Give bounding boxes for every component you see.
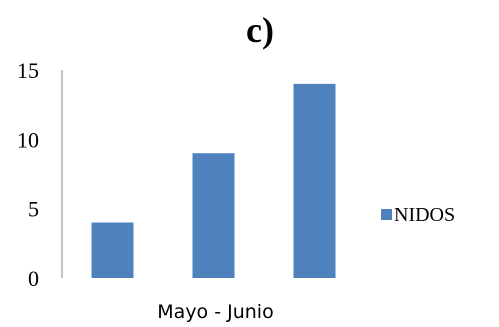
bar	[91, 222, 134, 278]
bar-group	[91, 83, 336, 278]
category-label: Mayo - Junio	[157, 301, 273, 323]
y-tick-label: 10	[17, 127, 39, 152]
y-axis-ticks: 0 5 10 15	[17, 58, 39, 291]
bar	[192, 153, 235, 278]
y-tick-label: 0	[28, 266, 39, 291]
chart-title: c)	[246, 10, 274, 50]
y-tick-label: 5	[28, 197, 39, 222]
legend-swatch	[381, 209, 392, 220]
y-tick-label: 15	[17, 58, 39, 83]
legend-label: NIDOS	[394, 204, 455, 226]
bar	[293, 83, 336, 278]
